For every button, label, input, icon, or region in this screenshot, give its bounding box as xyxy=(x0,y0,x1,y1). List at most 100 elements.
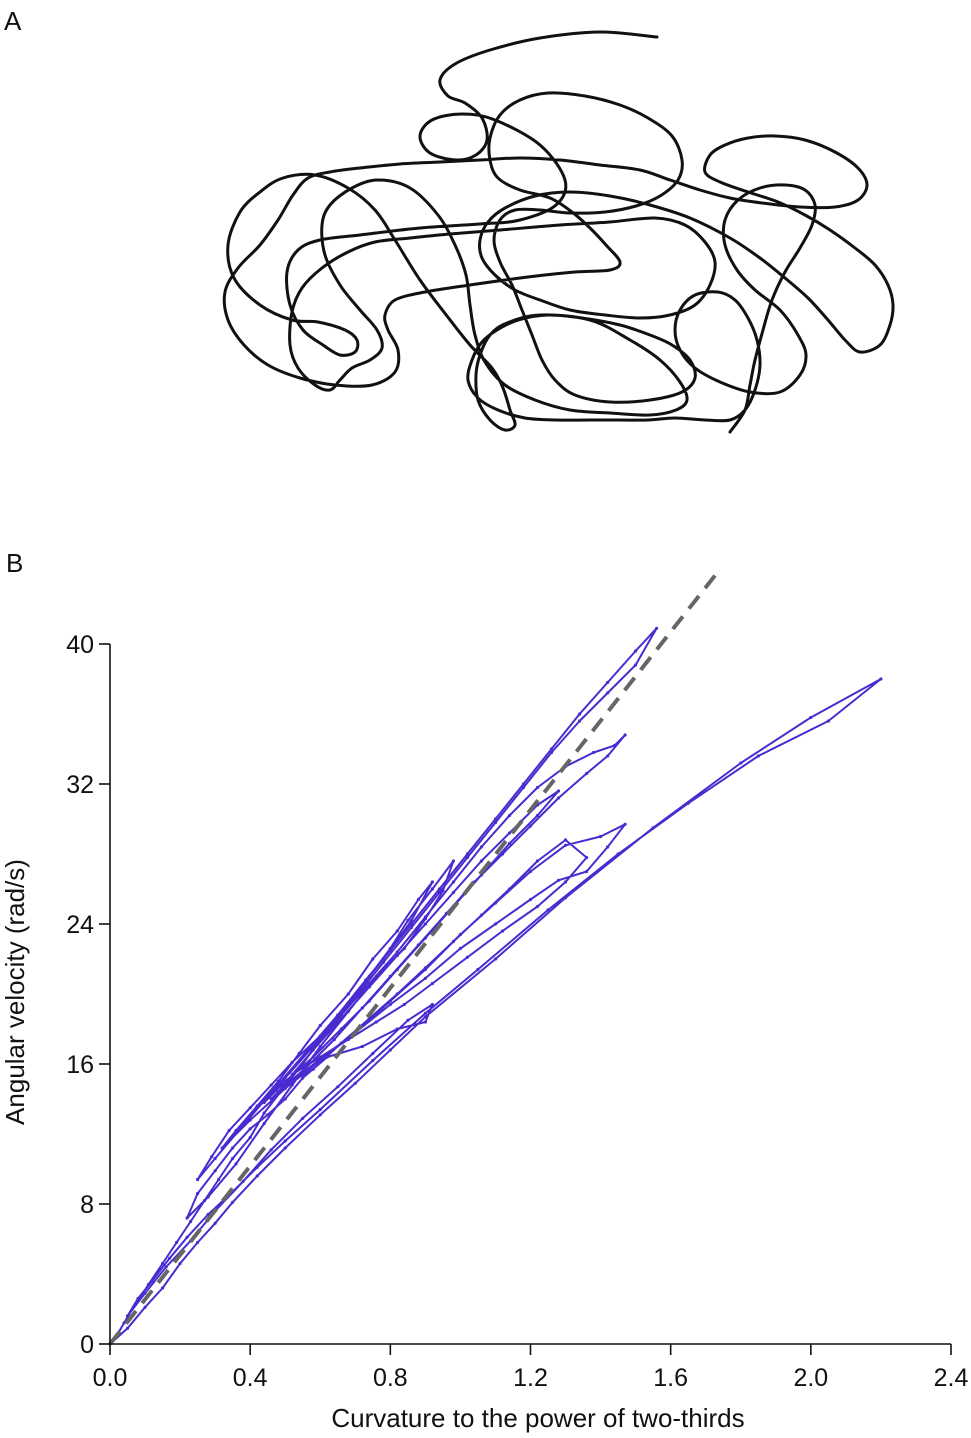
data-point xyxy=(332,1037,336,1042)
data-point xyxy=(423,1020,427,1024)
data-point xyxy=(402,1002,406,1007)
data-point xyxy=(132,1303,137,1308)
data-point xyxy=(556,878,561,882)
data-point xyxy=(409,918,413,923)
data-point xyxy=(374,1020,378,1024)
data-point xyxy=(458,946,462,951)
data-point xyxy=(371,957,375,961)
data-point xyxy=(592,750,596,755)
data-point xyxy=(125,1314,130,1318)
x-tick-label: 1.6 xyxy=(653,1364,688,1392)
data-point xyxy=(143,1291,147,1295)
data-point xyxy=(161,1261,165,1266)
data-point xyxy=(161,1286,165,1290)
data-point xyxy=(651,826,655,830)
data-point xyxy=(465,852,469,856)
data-point xyxy=(318,1034,322,1038)
data-point xyxy=(634,649,638,653)
data-point xyxy=(585,869,589,874)
data-point xyxy=(339,1027,343,1031)
data-point xyxy=(325,1027,329,1031)
data-point xyxy=(493,957,498,961)
data-point xyxy=(346,1037,350,1042)
data-point xyxy=(210,1155,214,1159)
data-point xyxy=(311,1048,315,1052)
x-tick-label: 1.2 xyxy=(513,1364,548,1392)
data-point xyxy=(336,1013,340,1017)
x-axis-label: Curvature to the power of two-thirds xyxy=(331,1403,744,1433)
data-point xyxy=(549,747,554,751)
data-point xyxy=(535,859,540,863)
data-point xyxy=(458,932,462,937)
data-point xyxy=(521,785,526,790)
data-point xyxy=(606,680,610,685)
data-point xyxy=(283,1097,287,1101)
data-point xyxy=(196,1240,200,1245)
data-point xyxy=(143,1305,147,1309)
data-point xyxy=(634,663,638,667)
data-point xyxy=(451,890,455,895)
data-point xyxy=(241,1179,245,1183)
y-tick-label: 0 xyxy=(80,1331,94,1359)
data-point xyxy=(367,999,371,1003)
data-point xyxy=(507,841,512,846)
data-point xyxy=(388,974,392,979)
data-point xyxy=(283,1086,287,1091)
data-point xyxy=(423,915,427,919)
data-point xyxy=(262,1100,266,1105)
data-point xyxy=(255,1165,259,1169)
data-point xyxy=(304,1065,308,1070)
data-point xyxy=(623,822,627,826)
data-point xyxy=(248,1135,252,1140)
fit-line xyxy=(108,572,718,1346)
data-point xyxy=(255,1104,259,1108)
x-tick-label: 0.4 xyxy=(233,1364,268,1392)
data-point xyxy=(311,1067,315,1071)
data-point xyxy=(196,1177,200,1182)
data-point xyxy=(339,1016,343,1021)
data-point xyxy=(606,754,610,758)
panel-a-label: A xyxy=(4,6,22,36)
data-point xyxy=(318,1107,322,1112)
data-point xyxy=(283,1139,287,1143)
data-point xyxy=(283,1083,287,1087)
data-point xyxy=(353,1081,357,1085)
data-point xyxy=(507,831,512,835)
data-point xyxy=(423,1015,427,1019)
data-point xyxy=(521,782,526,786)
data-point xyxy=(616,852,620,856)
data-point xyxy=(206,1195,210,1199)
panel-b-label: B xyxy=(6,548,24,578)
y-ticks: 0 8 16 24 32 40 xyxy=(66,631,110,1359)
data-point xyxy=(367,981,371,986)
data-point xyxy=(479,845,483,849)
data-point xyxy=(395,992,399,996)
data-point xyxy=(367,985,371,989)
data-point xyxy=(655,626,659,630)
data-point xyxy=(360,1044,364,1049)
data-point xyxy=(290,1083,294,1087)
data-point xyxy=(613,743,617,748)
data-point xyxy=(301,1076,305,1080)
data-point xyxy=(231,1146,235,1150)
data-point xyxy=(739,761,743,765)
data-point xyxy=(535,785,540,790)
data-point xyxy=(297,1065,301,1070)
data-point xyxy=(280,1088,284,1092)
data-point xyxy=(304,1050,308,1054)
data-point xyxy=(756,754,760,758)
data-point xyxy=(535,813,540,818)
data-point xyxy=(276,1079,280,1084)
data-point xyxy=(346,1009,350,1014)
data-point xyxy=(301,1062,305,1066)
data-point xyxy=(248,1106,252,1110)
data-point xyxy=(266,1113,270,1117)
data-point xyxy=(381,960,385,965)
data-point xyxy=(125,1326,130,1330)
data-point xyxy=(493,820,498,825)
data-point xyxy=(241,1123,245,1127)
data-point xyxy=(136,1296,140,1301)
data-point xyxy=(283,1079,287,1084)
data-point xyxy=(826,719,831,723)
data-point xyxy=(476,967,480,972)
